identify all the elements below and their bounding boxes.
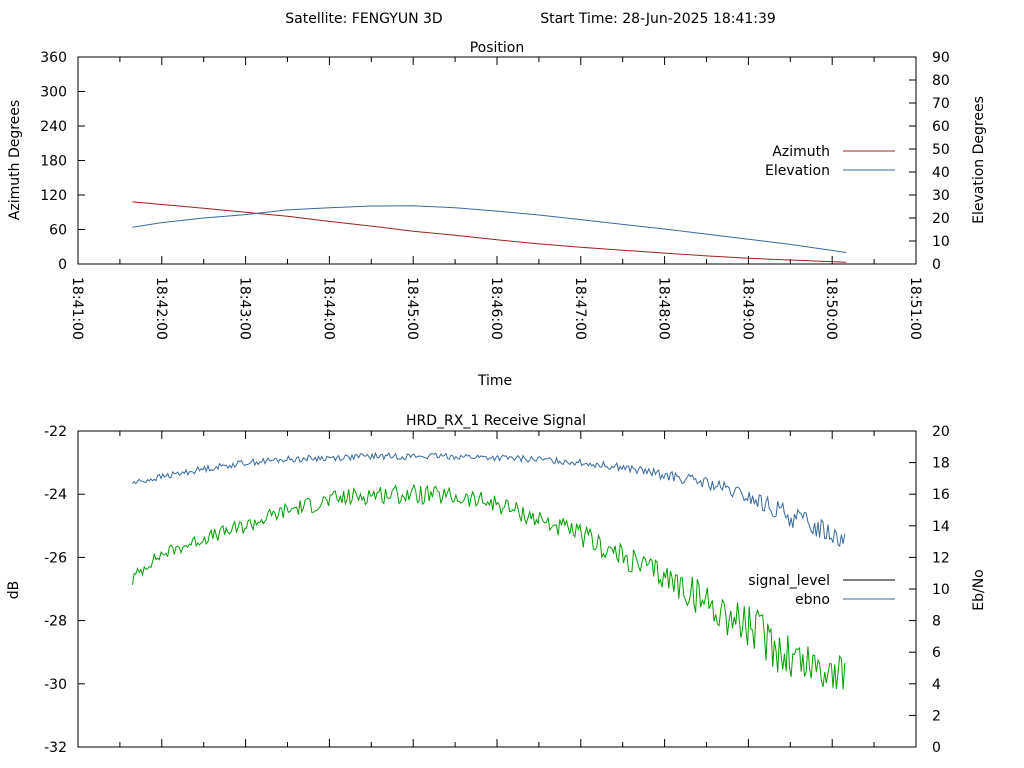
y-tick-label: 0: [58, 257, 67, 273]
y2-tick-label: 14: [932, 519, 950, 535]
position-chart: Position 18:41:00 18:42:00 18:43:00 18:44:0…: [7, 40, 987, 389]
x-tick-label: 18:42:00: [153, 277, 169, 340]
y2-tick-label: 4: [932, 677, 941, 693]
satellite-label: Satellite: FENGYUN 3D: [285, 11, 442, 27]
y-tick-label: 60: [49, 223, 67, 239]
y-tick-label: -24: [44, 487, 67, 503]
ebno-axis-label: Eb/No: [971, 569, 987, 611]
x-tick-label: 18:48:00: [656, 277, 672, 340]
y2-tick-label: 12: [932, 550, 950, 566]
position-plot-frame: [77, 56, 917, 265]
signal-legend: signal_level ebno: [748, 573, 895, 608]
elevation-axis-label: Elevation Degrees: [971, 96, 987, 224]
y-tick-label: 120: [40, 188, 67, 204]
y2-tick-label: 8: [932, 614, 941, 630]
azimuth-axis-label: Azimuth Degrees: [7, 100, 23, 220]
y2-tick-label: 6: [932, 645, 941, 661]
signal-chart-title: HRD_RX_1 Receive Signal: [406, 413, 586, 429]
y2-tick-label: 2: [932, 708, 941, 724]
legend-elevation-label: Elevation: [765, 163, 830, 179]
y2-tick-label: 70: [932, 96, 950, 112]
y2-tick-label: 20: [932, 211, 950, 227]
position-chart-title: Position: [470, 40, 525, 56]
y-tick-label: -22: [44, 424, 67, 440]
y-tick-label: 300: [40, 85, 67, 101]
y-tick-label: -32: [44, 740, 67, 756]
legend-azimuth-label: Azimuth: [772, 144, 830, 160]
position-legend: Azimuth Elevation: [765, 144, 895, 179]
y2-tick-label: 30: [932, 188, 950, 204]
y2-tick-label: 20: [932, 424, 950, 440]
start-time-label: Start Time: 28-Jun-2025 18:41:39: [540, 11, 776, 27]
y2-tick-label: 80: [932, 73, 950, 89]
y-tick-label: -28: [44, 614, 67, 630]
y2-tick-label: 16: [932, 487, 950, 503]
y2-tick-label: 18: [932, 456, 950, 472]
x-tick-label: 18:45:00: [404, 277, 420, 340]
y2-tick-label: 90: [932, 50, 950, 66]
legend-signal-level-label: signal_level: [748, 573, 830, 589]
y-tick-label: -26: [44, 550, 67, 566]
position-ticks: 18:41:00 18:42:00 18:43:00 18:44:00 18:45:00…: [40, 50, 950, 340]
db-axis-label: dB: [6, 581, 22, 600]
ebno-series-line: [132, 451, 846, 547]
signal-level-series-line: [132, 483, 846, 690]
x-tick-label: 18:44:00: [320, 277, 336, 340]
x-tick-label: 18:41:00: [69, 277, 85, 340]
y2-tick-label: 0: [932, 257, 941, 273]
position-series: [132, 201, 847, 263]
y2-tick-label: 60: [932, 119, 950, 135]
azimuth-series-line: [132, 201, 847, 263]
y2-tick-label: 40: [932, 165, 950, 181]
y2-tick-label: 0: [932, 740, 941, 756]
y-tick-label: 240: [40, 119, 67, 135]
time-axis-label: Time: [477, 373, 512, 389]
y2-tick-label: 10: [932, 582, 950, 598]
signal-chart: HRD_RX_1 Receive Signal -32-30-28-26-24-…: [6, 413, 987, 756]
y-tick-label: 180: [40, 154, 67, 170]
x-tick-label: 18:43:00: [237, 277, 253, 340]
y-tick-label: -30: [44, 677, 67, 693]
x-tick-label: 18:49:00: [739, 277, 755, 340]
signal-plot-frame: [77, 430, 917, 748]
y2-tick-label: 50: [932, 142, 950, 158]
x-tick-label: 18:50:00: [823, 277, 839, 340]
signal-series: [132, 451, 846, 690]
elevation-series-line: [132, 205, 847, 253]
x-tick-label: 18:51:00: [907, 277, 923, 340]
y-tick-label: 360: [40, 50, 67, 66]
signal-ticks: -32 -30 -28 -26 -24 -22 0 2 4 6 8 10 12 14 16 18 20: [44, 424, 950, 756]
legend-ebno-label: ebno: [795, 592, 830, 608]
x-tick-label: 18:46:00: [488, 277, 504, 340]
x-tick-label: 18:47:00: [572, 277, 588, 340]
y2-tick-label: 10: [932, 234, 950, 250]
